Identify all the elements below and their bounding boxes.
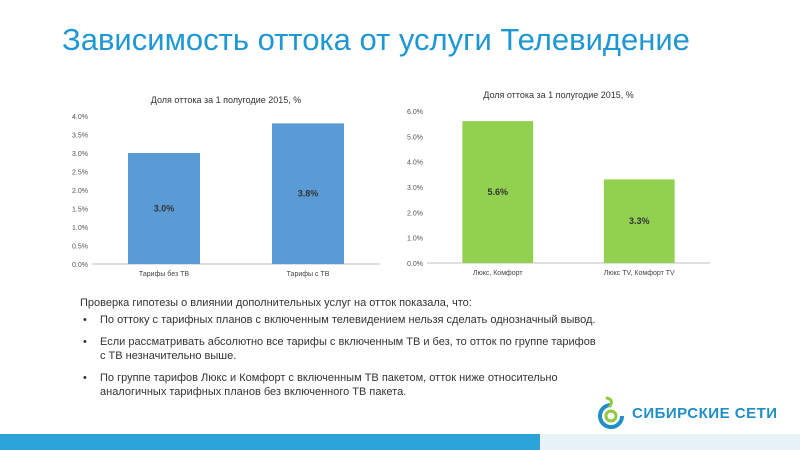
slide-title: Зависимость оттока от услуги Телевидение	[62, 22, 690, 57]
y-tick-label: 4.0%	[72, 114, 88, 121]
bar-chart-lux-comfort: Доля оттока за 1 полугодие 2015, % 0.0% 1.…	[407, 90, 710, 277]
list-item: • По оттоку с тарифных планов с включенны…	[80, 313, 600, 327]
data-label: 3.8%	[298, 189, 319, 199]
y-tick-label: 0.5%	[72, 244, 88, 251]
y-tick-label: 1.0%	[407, 236, 423, 243]
data-label: 3.0%	[154, 204, 175, 214]
logo-icon	[598, 396, 624, 429]
x-tick-label: Люкс TV, Комфорт TV	[604, 270, 675, 277]
bar	[462, 121, 534, 263]
x-tick-label: Тарифы без ТВ	[139, 270, 189, 278]
x-tick-label: Люкс, Комфорт	[473, 270, 524, 277]
y-tick-label: 0.0%	[407, 261, 423, 268]
x-tick-label: Тарифы с ТВ	[287, 271, 330, 278]
y-tick-label: 6.0%	[407, 109, 423, 116]
y-tick-label: 5.0%	[407, 134, 423, 141]
logo-text: СИБИРСКИЕ СЕТИ	[632, 404, 778, 422]
bullet-text: По оттоку с тарифных планов с включенным…	[100, 314, 596, 326]
y-tick-label: 2.0%	[72, 188, 88, 195]
y-tick-label: 2.5%	[72, 170, 88, 177]
y-tick-label: 2.0%	[407, 210, 423, 217]
y-tick-label: 3.5%	[72, 133, 88, 140]
company-logo: СИБИРСКИЕ СЕТИ	[596, 396, 778, 430]
list-item: • По группе тарифов Люкс и Комфорт с вклю…	[80, 371, 600, 399]
conclusion-list: • По оттоку с тарифных планов с включенны…	[80, 313, 600, 407]
bullet-icon: •	[83, 372, 87, 384]
intro-text: Проверка гипотезы о влиянии дополнительн…	[80, 297, 472, 309]
bar-chart-tv-vs-no-tv: Доля оттока за 1 полугодие 2015, % 0.0% 0.…	[72, 95, 380, 278]
bar	[272, 123, 344, 265]
y-tick-label: 3.0%	[72, 151, 88, 158]
bullet-icon: •	[83, 336, 87, 348]
chart-title: Доля оттока за 1 полугодие 2015, %	[483, 90, 634, 100]
chart-title: Доля оттока за 1 полугодие 2015, %	[151, 95, 302, 105]
bar	[128, 153, 200, 264]
y-tick-label: 3.0%	[407, 185, 423, 192]
footer-bar-light	[540, 434, 800, 450]
data-label: 3.3%	[629, 216, 650, 226]
bar	[603, 179, 675, 263]
bullet-text: По группе тарифов Люкс и Комфорт с включ…	[100, 372, 558, 398]
y-tick-label: 1.0%	[72, 225, 88, 232]
bullet-text: Если рассматривать абсолютно все тарифы …	[100, 336, 596, 362]
footer-bar	[0, 434, 540, 450]
y-tick-label: 1.5%	[72, 207, 88, 214]
y-tick-label: 4.0%	[407, 160, 423, 167]
data-label: 5.6%	[487, 187, 508, 197]
bullet-icon: •	[83, 314, 87, 326]
list-item: • Если рассматривать абсолютно все тарифы…	[80, 335, 600, 363]
y-tick-label: 0.0%	[72, 262, 88, 269]
